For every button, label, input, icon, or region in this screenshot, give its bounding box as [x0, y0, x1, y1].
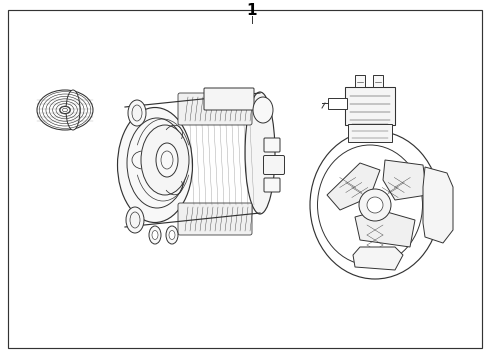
- Ellipse shape: [118, 108, 193, 222]
- Polygon shape: [353, 247, 403, 270]
- Polygon shape: [327, 163, 380, 210]
- Ellipse shape: [166, 226, 178, 244]
- FancyBboxPatch shape: [264, 156, 285, 175]
- Ellipse shape: [127, 118, 187, 208]
- Polygon shape: [383, 160, 427, 200]
- Ellipse shape: [60, 107, 70, 113]
- Bar: [373, 75, 383, 87]
- FancyBboxPatch shape: [204, 88, 254, 110]
- FancyBboxPatch shape: [178, 203, 252, 235]
- FancyBboxPatch shape: [348, 124, 392, 142]
- Ellipse shape: [245, 92, 275, 214]
- Polygon shape: [355, 210, 415, 247]
- FancyBboxPatch shape: [178, 93, 252, 125]
- FancyBboxPatch shape: [264, 178, 280, 192]
- Ellipse shape: [310, 131, 440, 279]
- Bar: [355, 75, 365, 87]
- FancyBboxPatch shape: [345, 87, 395, 125]
- FancyBboxPatch shape: [264, 158, 280, 172]
- Ellipse shape: [318, 145, 422, 265]
- Ellipse shape: [130, 212, 140, 228]
- Ellipse shape: [149, 226, 161, 244]
- Ellipse shape: [126, 207, 144, 233]
- Ellipse shape: [66, 90, 80, 130]
- Circle shape: [359, 189, 391, 221]
- Ellipse shape: [132, 105, 142, 121]
- Ellipse shape: [141, 125, 189, 195]
- Ellipse shape: [169, 230, 175, 239]
- Ellipse shape: [63, 108, 68, 112]
- FancyBboxPatch shape: [264, 138, 280, 152]
- Ellipse shape: [128, 100, 146, 126]
- Ellipse shape: [253, 97, 273, 123]
- Polygon shape: [423, 167, 453, 243]
- Ellipse shape: [37, 90, 93, 130]
- Circle shape: [367, 197, 383, 213]
- FancyBboxPatch shape: [327, 98, 346, 108]
- Ellipse shape: [152, 230, 158, 239]
- Ellipse shape: [161, 151, 173, 169]
- Text: 1: 1: [247, 3, 257, 18]
- Ellipse shape: [156, 143, 178, 177]
